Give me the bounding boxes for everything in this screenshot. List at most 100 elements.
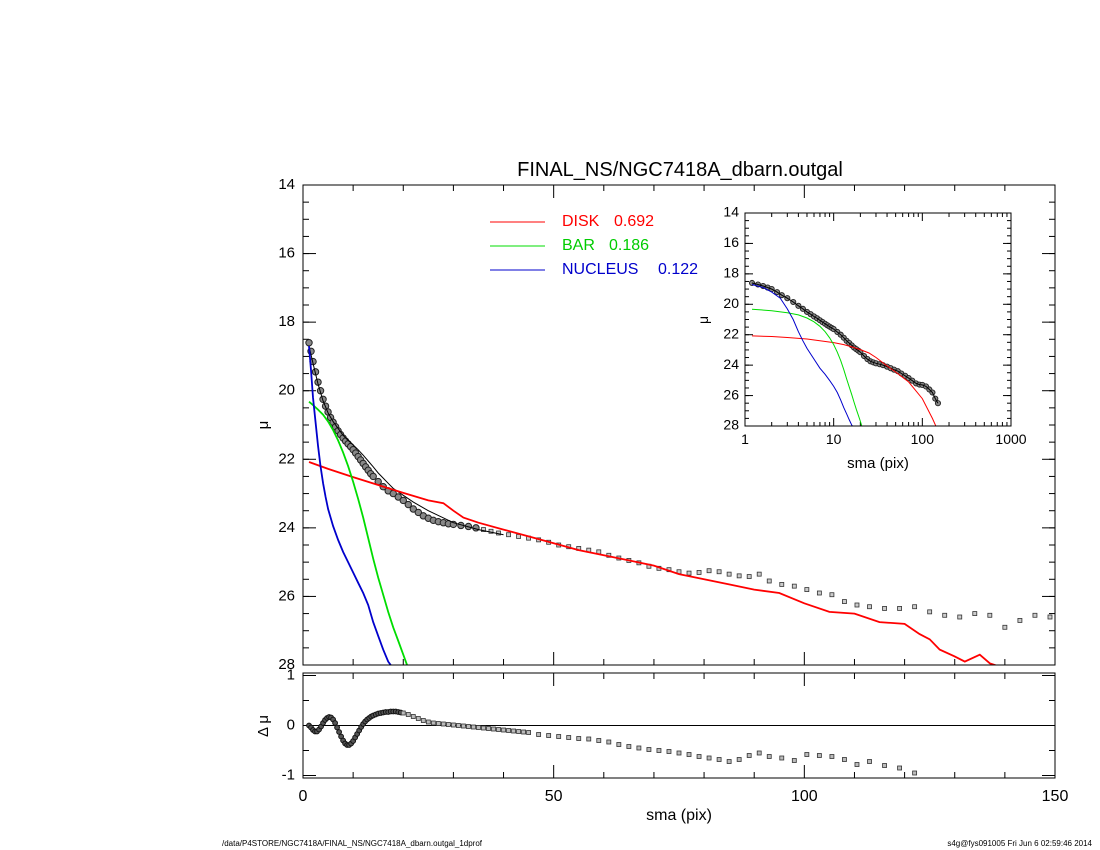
residual-point [400,710,406,716]
residual-point [666,749,672,754]
main-observed-point [1002,624,1008,630]
residual-y-tick-label: 1 [287,666,295,683]
residual-point [656,748,662,753]
residual-point [882,763,887,768]
main-observed-point [369,472,377,481]
main-observed-point [506,532,511,538]
main-observed-point [987,612,993,618]
legend-nucleus-label: NUCLEUS [562,261,638,278]
inset-x-tick-labels: 1 10 100 1000 [741,431,1027,447]
footer-file-path: /data/P4STORE/NGC7418A/FINAL_NS/NGC7418A… [222,839,483,848]
inset-y-tick-label: 26 [723,386,739,402]
inset-bar-line [751,308,863,426]
residual-point [471,724,476,730]
main-observed-point [736,573,742,579]
residual-point [606,739,612,745]
residual-point [440,721,446,727]
main-observed-point [927,609,933,615]
legend-disk-value: 0.692 [614,213,654,230]
residual-panel: 10-1 0 50 100 150 Δ μ sma (pix) [255,666,1068,824]
main-model-line [308,345,504,536]
main-y-tick-label: 26 [278,587,295,604]
inset-observed-point [934,400,941,407]
residual-point [476,725,481,730]
main-observed-point [686,570,692,576]
main-y-axis-label: μ [255,421,272,430]
inset-x-tick-label: 100 [911,431,935,447]
residual-point [779,755,785,761]
x-tick-label: 50 [545,788,563,805]
main-observed-point [791,583,797,589]
residual-point [736,757,742,762]
residual-point [501,727,506,733]
main-observed-point [696,570,702,575]
residual-point [336,729,342,735]
main-observed-point [957,614,963,620]
main-observed-point [912,604,918,610]
residual-point [435,721,441,726]
main-observed-point [746,574,752,579]
residual-point [456,723,461,728]
main-observed-point [305,339,313,347]
residual-series-layer [306,708,918,776]
main-observed-point [726,571,732,577]
residual-point [420,718,426,723]
legend-bar-label: BAR [562,237,595,254]
main-y-tick-label: 14 [278,176,295,193]
inset-y-tick-label: 20 [723,295,739,311]
residual-point [686,752,692,757]
x-tick-labels: 0 50 100 150 [299,788,1069,805]
main-observed-point [816,590,822,596]
inset-model-line [751,282,939,404]
main-observed-point [829,592,835,598]
residual-point [696,754,702,759]
inset-y-tick-label: 14 [723,204,739,220]
inset-y-tick-label: 18 [723,265,739,281]
main-clip-group [305,339,1053,665]
inset-x-axis-label: sma (pix) [847,455,909,472]
main-series-layer [305,339,1053,665]
residual-point [716,757,722,762]
residual-point [546,733,552,738]
residual-point [746,753,752,758]
main-observed-point [779,582,785,587]
main-y-tick-label: 28 [278,656,295,673]
residual-point [791,758,797,763]
main-observed-point [1017,618,1023,623]
residual-point [450,722,456,728]
residual-point [842,757,847,762]
legend: DISK 0.692 BAR 0.186 NUCLEUS 0.122 [490,213,698,278]
main-observed-point [766,578,772,584]
residual-point [829,754,835,759]
legend-disk-label: DISK [562,213,600,230]
residual-point [486,726,491,731]
residual-point [425,719,431,725]
residual-point [676,750,682,756]
inset-x-tick-label: 10 [826,431,842,447]
inset-nucleus-line [751,284,854,426]
residual-point [430,720,436,726]
main-y-tick-labels: 14 16 18 20 22 24 26 28 [278,176,295,673]
residual-point [556,734,562,739]
inset-y-tick-labels: 14 16 18 20 22 24 26 28 [723,204,739,433]
residual-point [491,726,496,732]
residual-point [506,728,511,733]
residual-point [646,747,652,752]
inset-background [745,213,1011,426]
main-observed-point [804,587,810,592]
residual-point [481,725,486,731]
inset-y-tick-label: 24 [723,356,739,372]
residual-point [526,730,531,735]
residual-point [616,742,622,747]
residual-point [405,712,411,717]
main-nucleus-line [308,346,392,665]
main-observed-point [942,612,948,618]
residual-point [415,716,421,721]
residual-point [586,736,592,742]
main-observed-point [1047,614,1053,620]
residual-point [626,744,632,749]
residual-point [706,755,712,761]
main-observed-point [972,611,978,616]
main-y-tick-label: 16 [278,245,295,262]
residual-point [521,729,526,735]
